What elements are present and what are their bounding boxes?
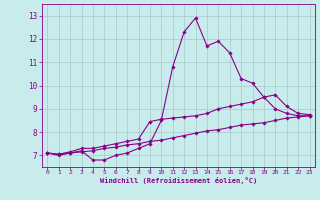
X-axis label: Windchill (Refroidissement éolien,°C): Windchill (Refroidissement éolien,°C) <box>100 177 257 184</box>
